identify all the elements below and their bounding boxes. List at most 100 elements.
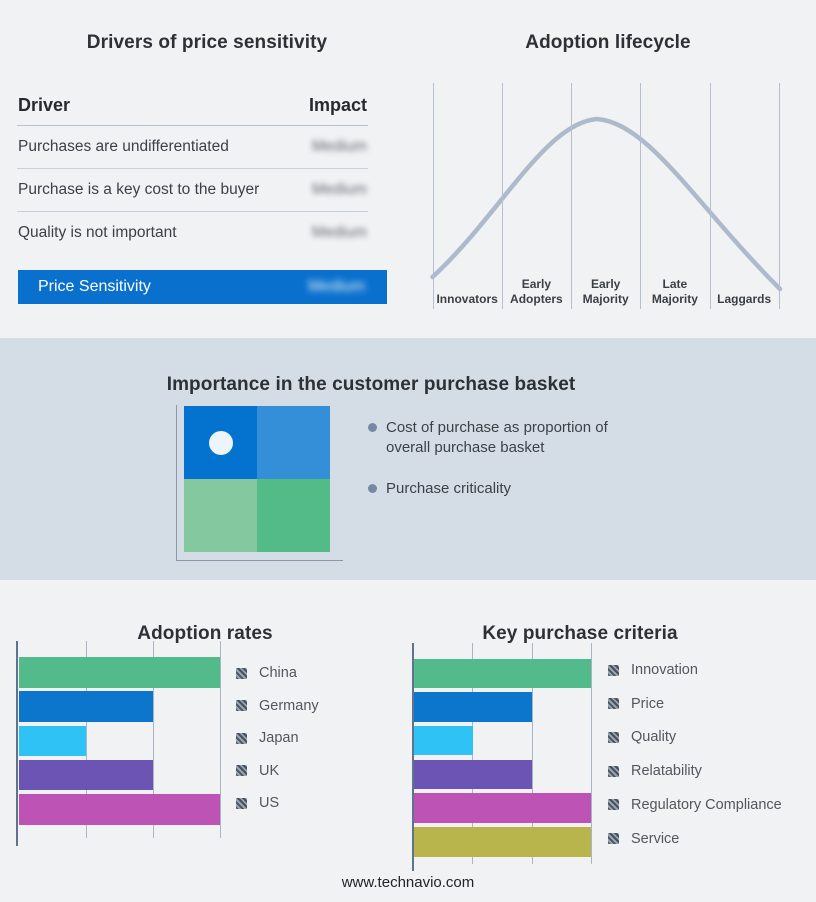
bar-relatability [413, 759, 532, 790]
lifecycle-gridline [501, 83, 503, 309]
purchase-basket-title: Importance in the customer purchase bask… [166, 373, 576, 395]
bar-china [18, 657, 220, 688]
legend-item-us: US [236, 795, 279, 811]
legend-swatch-hatched-icon [236, 700, 247, 711]
price-sensitivity-highlight-row: Price Sensitivity Medium [18, 270, 387, 304]
legend-item-japan: Japan [236, 730, 299, 746]
chart-gridline [86, 641, 87, 838]
lifecycle-gridline [778, 83, 780, 309]
bar-innovation [413, 658, 591, 688]
legend-swatch-hatched-icon [608, 799, 619, 811]
column-impact: Impact [308, 95, 367, 115]
price-sensitivity-impact-blurred: Medium [308, 278, 365, 295]
legend-label: China [259, 665, 297, 681]
legend-label: Innovation [631, 662, 698, 678]
legend-label: UK [259, 762, 280, 779]
driver-row: Purchase is a key cost to the buyer Mediu… [17, 169, 368, 212]
legend-item-uk: UK [236, 763, 279, 779]
stage-label-early-majority: Early Majority [582, 277, 629, 306]
legend-swatch-hatched-icon [608, 833, 619, 844]
legend-swatch-hatched-icon [236, 732, 247, 744]
bullet-icon [368, 484, 377, 493]
legend-swatch-hatched-icon [236, 797, 247, 809]
stage-label-early-adopters: Early Adopters [510, 277, 563, 306]
legend-item-germany: Germany [236, 698, 319, 714]
legend-item-quality: Quality [608, 729, 676, 745]
lifecycle-title: Adoption lifecycle [525, 31, 691, 53]
bar-germany [18, 691, 153, 722]
quadrant-marker-dot-icon [209, 431, 233, 455]
drivers-table-body: Purchases are undifferentiated Medium Purc… [17, 126, 368, 254]
drivers-title: Drivers of price sensitivity [86, 31, 328, 53]
bar-uk [18, 759, 153, 791]
stage-label-laggards: Laggards [717, 291, 772, 306]
lifecycle-gridline [432, 83, 434, 309]
legend-swatch-hatched-icon [236, 667, 247, 679]
quadrant-axis-vertical [176, 405, 177, 560]
legend-swatch-hatched-icon [236, 765, 247, 776]
bullet-item: Purchase criticality [368, 479, 640, 499]
price-sensitivity-label: Price Sensitivity [38, 278, 151, 295]
legend-swatch-hatched-icon [608, 731, 619, 743]
chart-gridline [219, 641, 221, 838]
legend-swatch-hatched-icon [608, 765, 619, 777]
lifecycle-gridline [571, 83, 572, 309]
legend-label: Quality [631, 729, 677, 746]
bar-quality [413, 725, 473, 756]
quadrant-axis-horizontal [176, 560, 343, 561]
legend-label: US [259, 795, 280, 811]
legend-item-service: Service [608, 831, 679, 847]
driver-row: Purchases are undifferentiated Medium [17, 126, 368, 169]
drivers-table-header: Driver Impact [17, 95, 368, 126]
chart-axis [16, 641, 18, 846]
lifecycle-gridline [640, 83, 642, 309]
quadrant-bottom-right [257, 479, 330, 552]
legend-swatch-hatched-icon [608, 698, 619, 710]
legend-swatch-hatched-icon [608, 664, 619, 676]
adoption-rates-title: Adoption rates [137, 622, 273, 644]
bar-us [18, 794, 220, 825]
bar-japan [18, 725, 86, 757]
legend-label: Relatability [631, 763, 702, 780]
bar-price [413, 692, 532, 722]
bullet-text: Purchase criticality [386, 480, 512, 497]
bullet-icon [368, 423, 377, 432]
quadrant-top-right [257, 406, 330, 479]
impact-cell-blurred: Medium [311, 181, 367, 198]
legend-label: Japan [259, 730, 299, 746]
impact-cell-blurred: Medium [311, 224, 367, 241]
stage-label-late-majority: Late Majority [651, 277, 698, 306]
stage-label-innovators: Innovators [436, 291, 498, 306]
legend-label: Regulatory Compliance [631, 796, 782, 813]
lifecycle-gridline [709, 83, 711, 309]
legend-item-china: China [236, 665, 297, 681]
chart-gridline [152, 641, 154, 838]
legend-item-price: Price [608, 696, 664, 712]
drivers-table: Driver Impact Purchases are undifferenti… [17, 95, 368, 254]
column-driver: Driver [18, 95, 71, 115]
purchase-basket-quadrant [184, 406, 330, 552]
driver-row: Quality is not important Medium [17, 212, 368, 254]
quadrant-bottom-left [184, 479, 257, 552]
key-purchase-criteria-title: Key purchase criteria [482, 622, 678, 644]
chart-gridline [591, 643, 592, 864]
legend-item-innovation: Innovation [608, 662, 698, 678]
legend-label: Service [631, 830, 680, 847]
driver-cell: Purchase is a key cost to the buyer [18, 181, 260, 198]
impact-cell-blurred: Medium [311, 138, 367, 155]
bell-curve [430, 116, 783, 292]
bar-regulatory-compliance [413, 793, 591, 823]
driver-cell: Purchases are undifferentiated [18, 138, 229, 155]
legend-item-regulatory-compliance: Regulatory Compliance [608, 797, 782, 813]
bullet-item: Cost of purchase as proportion of overal… [368, 418, 640, 457]
website-url: www.technavio.com [341, 874, 475, 891]
legend-item-relatability: Relatability [608, 763, 702, 779]
bar-service [413, 827, 591, 857]
driver-cell: Quality is not important [18, 224, 177, 241]
legend-label: Germany [259, 697, 319, 714]
chart-axis [411, 643, 414, 871]
chart-gridline [531, 643, 533, 864]
legend-label: Price [631, 695, 665, 712]
bullet-text: Cost of purchase as proportion of overal… [386, 419, 608, 456]
